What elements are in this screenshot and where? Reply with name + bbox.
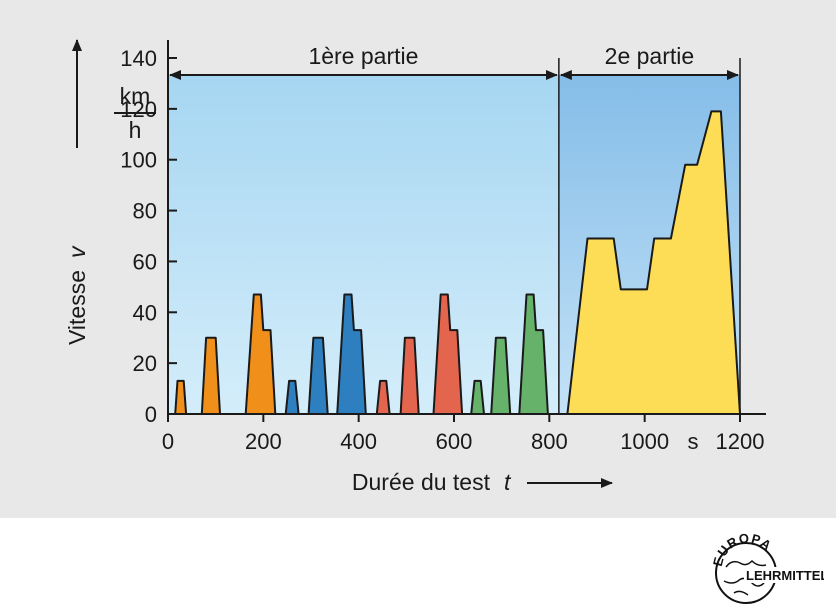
y-unit-numerator: km	[120, 83, 151, 109]
speed-cycle-2	[200, 336, 221, 415]
x-axis-label: Durée du test	[352, 469, 491, 495]
x-tick-label-600: 600	[436, 429, 473, 454]
y-tick-label-100: 100	[120, 148, 157, 173]
speed-cycle-1	[174, 379, 188, 415]
x-tick-label-800: 800	[531, 429, 568, 454]
y-tick-label-20: 20	[133, 351, 157, 376]
y-tick-label-140: 140	[120, 46, 157, 71]
chart-panel: 0 20 40 60 80 100 120 140 0 200 400 600 800 1000 1200 …	[0, 0, 836, 518]
speed-cycle-4	[284, 379, 300, 415]
y-tick-label-120: 120	[120, 97, 157, 122]
segment-label-part1: 1ère partie	[308, 43, 418, 69]
speed-cycle-10	[470, 379, 485, 415]
y-tick-label-60: 60	[133, 249, 157, 274]
europa-lehrmittel-logo: EUROPA LEHRMITTEL	[710, 530, 824, 604]
y-tick-label-0: 0	[145, 402, 157, 427]
x-tick-label-200: 200	[245, 429, 282, 454]
y-axis-label: Vitesse	[64, 270, 90, 345]
y-unit-denominator: h	[129, 117, 142, 143]
speed-cycle-7	[375, 379, 391, 415]
x-unit-label: s	[688, 429, 699, 454]
y-tick-label-80: 80	[133, 199, 157, 224]
x-tick-label-400: 400	[340, 429, 377, 454]
logo-text-bottom: LEHRMITTEL	[746, 568, 824, 583]
y-axis-symbol: v	[64, 245, 90, 258]
x-tick-label-1200: 1200	[716, 429, 765, 454]
x-axis-symbol: t	[504, 469, 512, 495]
speed-cycle-8	[399, 336, 420, 415]
x-tick-label-1000: 1000	[620, 429, 669, 454]
y-tick-label-40: 40	[133, 300, 157, 325]
speed-cycle-13	[566, 110, 741, 415]
x-tick-label-0: 0	[162, 429, 174, 454]
segment-label-part2: 2e partie	[605, 43, 695, 69]
logo-text-top: EUROPA	[710, 530, 775, 567]
